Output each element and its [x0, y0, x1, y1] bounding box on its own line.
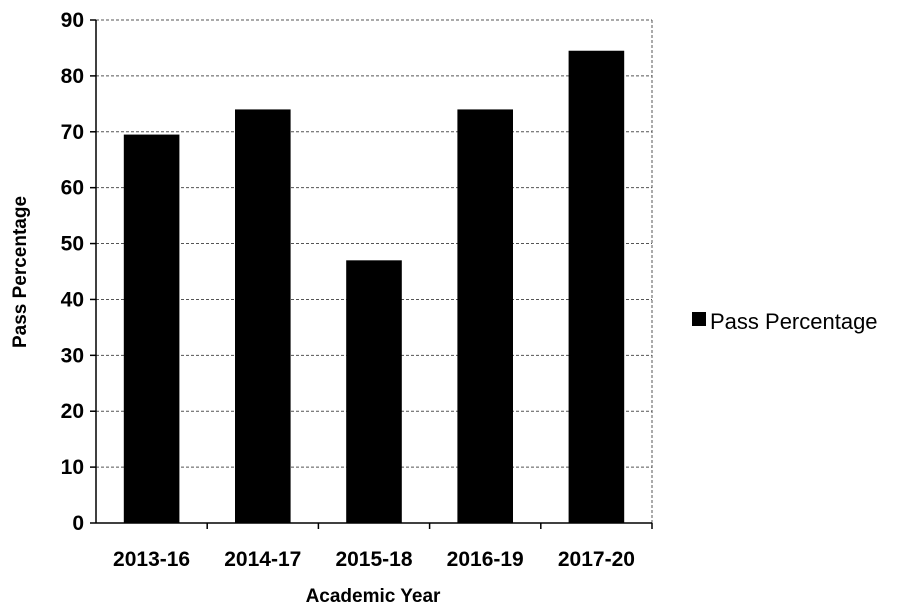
x-tick-label: 2016-19: [447, 548, 524, 571]
y-tick-label: 40: [61, 288, 84, 311]
x-tick-label: 2014-17: [224, 548, 301, 571]
y-tick-labels: 0 10 20 30 40 50 60 70 80 90: [61, 9, 84, 535]
x-tick-label: 2013-16: [113, 548, 190, 571]
y-tick-label: 80: [61, 65, 84, 88]
y-tick-label: 50: [61, 233, 84, 256]
x-tick-labels: 2013-16 2014-17 2015-18 2016-19 2017-20: [113, 548, 635, 571]
y-axis-title: Pass Percentage: [10, 196, 31, 348]
y-tick-label: 10: [61, 456, 84, 479]
x-tick-label: 2015-18: [335, 548, 412, 571]
y-tick-label: 0: [72, 512, 84, 535]
legend: Pass Percentage: [692, 309, 878, 334]
y-tick-label: 30: [61, 344, 84, 367]
legend-label: Pass Percentage: [710, 309, 878, 334]
bar-2013-16: [123, 134, 180, 524]
y-tick-label: 70: [61, 121, 84, 144]
y-tick-label: 20: [61, 400, 84, 423]
axes: [90, 19, 653, 529]
bar-2015-18: [346, 260, 402, 523]
y-tick-label: 90: [61, 9, 84, 32]
x-axis-title: Academic Year: [306, 586, 441, 607]
bars: [123, 50, 625, 524]
x-tick-label: 2017-20: [558, 548, 635, 571]
bar-2014-17: [235, 109, 291, 523]
legend-swatch: [692, 312, 706, 326]
bar-2017-20: [568, 50, 625, 523]
bar-2016-19: [457, 109, 513, 523]
y-tick-label: 60: [61, 177, 84, 200]
